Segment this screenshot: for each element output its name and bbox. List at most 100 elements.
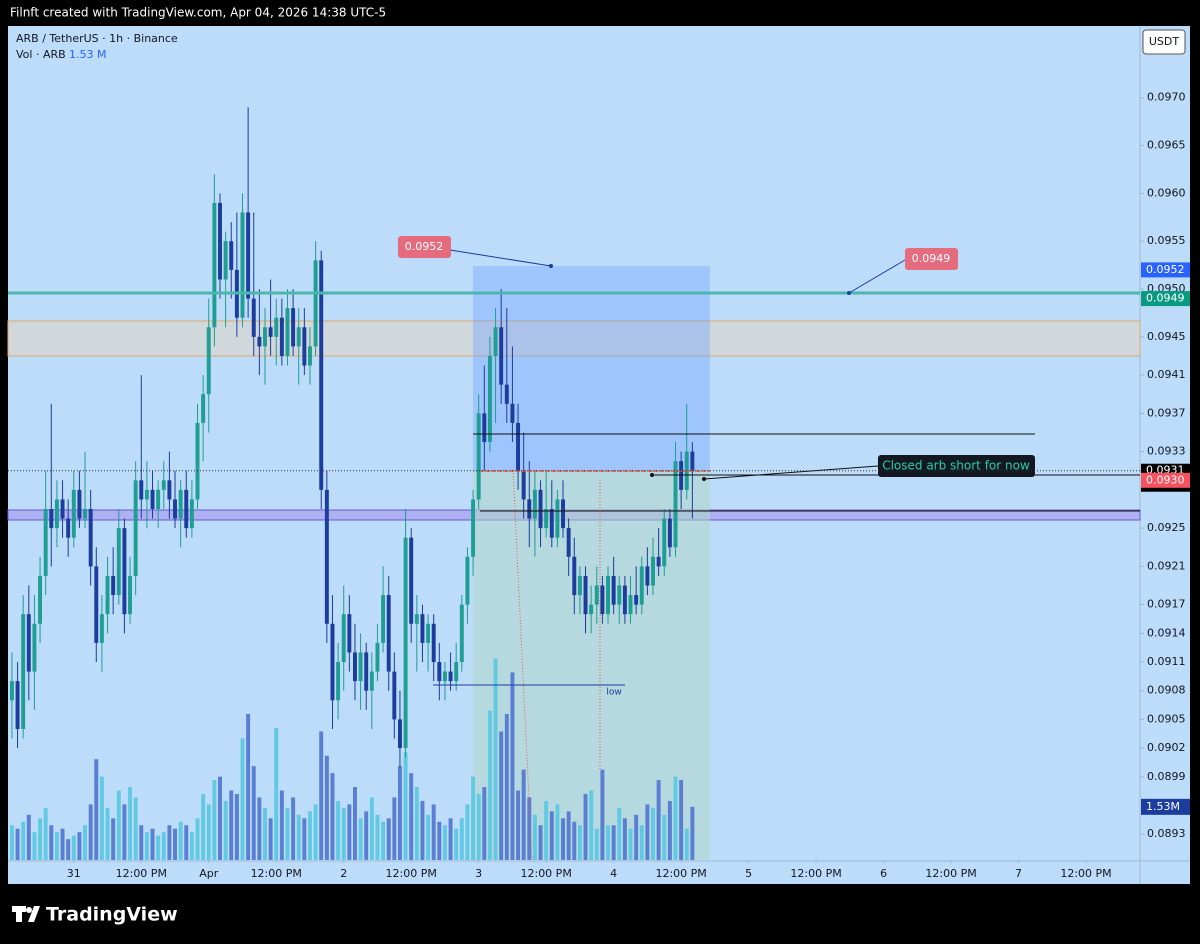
volume-bar — [600, 769, 605, 860]
candle-body — [178, 489, 183, 519]
candle-body — [397, 719, 402, 749]
volume-title: Vol · ARB — [16, 48, 66, 61]
candle-body — [9, 681, 14, 701]
volume-value: 1.53 M — [69, 48, 106, 61]
candle-body — [240, 212, 245, 318]
volume-bar — [403, 752, 408, 860]
logo: TradingView — [12, 904, 178, 926]
candle-body — [184, 489, 189, 529]
volume-bar — [77, 832, 82, 860]
volume-bar — [448, 818, 453, 860]
candle-body — [555, 499, 560, 538]
candle-body — [268, 327, 273, 337]
candle-body — [347, 614, 352, 653]
volume-bar — [279, 790, 284, 860]
volume-bar — [195, 818, 200, 860]
price-tag-label: 0.0949 — [1146, 292, 1185, 305]
candle-body — [493, 327, 498, 356]
volume-bar — [324, 755, 329, 860]
currency-label[interactable]: USDT — [1149, 35, 1180, 48]
candle-body — [319, 260, 324, 490]
volume-bar — [302, 818, 307, 860]
y-tick-label: 0.0965 — [1147, 139, 1186, 152]
candle-body — [161, 480, 166, 490]
candle-body — [437, 662, 442, 682]
y-tick-label: 0.0937 — [1147, 406, 1186, 419]
volume-bar — [201, 793, 206, 860]
volume-bar — [234, 793, 239, 860]
candle-body — [499, 327, 504, 385]
callout-box — [398, 236, 451, 258]
candle-body — [471, 499, 476, 557]
volume-bar — [442, 825, 447, 860]
candle-body — [341, 614, 346, 663]
volume-bar — [257, 797, 262, 860]
candle-body — [156, 489, 161, 509]
volume-bar — [105, 807, 110, 860]
candle-body — [49, 508, 54, 529]
x-tick-label: 12:00 PM — [251, 867, 302, 880]
volume-bar — [684, 828, 689, 860]
footer-text: TradingView — [46, 904, 178, 926]
volume-bar — [679, 780, 684, 860]
y-tick-label: 0.0911 — [1147, 655, 1186, 668]
candle-body — [487, 355, 492, 443]
candle-body — [263, 327, 267, 347]
volume-bar — [493, 658, 498, 860]
candle-body — [15, 681, 20, 729]
candle-body — [60, 499, 65, 519]
candle-body — [212, 202, 217, 328]
dotted-path — [512, 469, 533, 861]
candle-body — [482, 413, 487, 443]
volume-bar — [386, 818, 391, 860]
volume-bar — [246, 714, 251, 860]
callout-dot — [650, 473, 654, 477]
volume-bar — [459, 818, 464, 860]
candle-body — [504, 384, 509, 404]
candle-body — [296, 327, 301, 347]
volume-bar — [240, 738, 245, 860]
candle-body — [448, 671, 453, 682]
candle-body — [381, 595, 386, 643]
currency-button[interactable] — [1142, 29, 1186, 55]
volume-bar — [369, 797, 374, 860]
volume-bar — [364, 811, 369, 860]
volume-bar — [330, 773, 335, 860]
x-tick-label: 31 — [67, 867, 81, 880]
volume-bar — [167, 825, 172, 860]
volume-bar — [139, 825, 144, 860]
candle-body — [465, 556, 470, 605]
volume-bar — [499, 731, 504, 860]
candle-body — [195, 422, 200, 500]
volume-bar — [229, 790, 234, 860]
volume-bar — [532, 814, 537, 860]
callout-label: 0.0952 — [405, 240, 444, 253]
volume-bar — [54, 832, 59, 860]
candle-body — [313, 260, 318, 347]
volume-bar — [454, 828, 459, 860]
volume-bar — [26, 814, 31, 860]
candle-body — [116, 528, 121, 596]
y-tick-label: 0.0902 — [1147, 741, 1186, 754]
candle-body — [611, 575, 616, 605]
candle-body — [679, 461, 684, 490]
candle-body — [386, 595, 391, 672]
x-tick-label: 12:00 PM — [386, 867, 437, 880]
candle-body — [403, 537, 408, 749]
candle-body — [206, 327, 211, 395]
volume-bar — [583, 793, 588, 860]
y-tick-label: 0.0925 — [1147, 521, 1186, 534]
y-tick-label: 0.0905 — [1147, 712, 1186, 725]
volume-bar — [662, 814, 667, 860]
volume-bar — [60, 828, 65, 860]
volume-bar — [397, 766, 402, 860]
volume-bar — [347, 804, 352, 860]
candle-body — [139, 480, 144, 500]
volume-bar — [465, 804, 470, 860]
candle-body — [201, 394, 206, 423]
candle-body — [302, 327, 307, 366]
candle-body — [257, 336, 262, 347]
candle-body — [572, 556, 577, 596]
candle-body — [454, 662, 459, 682]
candle-body — [229, 241, 234, 270]
